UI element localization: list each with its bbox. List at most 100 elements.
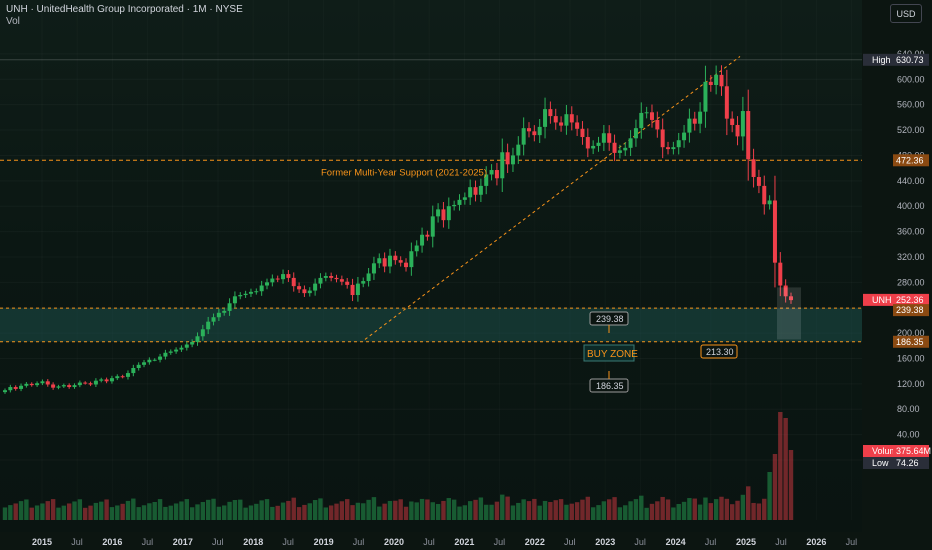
candle-body xyxy=(8,387,13,391)
time-axis-tick: Jul xyxy=(564,537,576,547)
volume-bar xyxy=(596,505,601,520)
candle-body xyxy=(639,112,644,129)
volume-bar xyxy=(772,454,778,520)
volume-bar xyxy=(612,497,617,520)
volume-bar xyxy=(296,507,302,520)
candle-body xyxy=(179,347,184,350)
candle-body xyxy=(532,131,537,136)
time-axis-tick: 2023 xyxy=(595,537,615,547)
volume-bar xyxy=(131,498,136,520)
price-scale-tick: 400.00 xyxy=(897,201,925,211)
volume-bar xyxy=(639,495,644,520)
volume-bar xyxy=(553,500,558,520)
zone-top-value: 239.38 xyxy=(896,305,924,315)
volume-bar xyxy=(152,502,157,520)
candle-body xyxy=(420,234,425,246)
volume-bar xyxy=(425,499,430,520)
volume-bar xyxy=(216,506,222,520)
candle-body xyxy=(425,234,430,237)
volume-bar xyxy=(687,498,692,520)
price-scale-tick: 80.00 xyxy=(897,404,920,414)
candle-body xyxy=(404,262,409,268)
time-axis-background xyxy=(0,532,932,550)
volume-bar xyxy=(280,502,286,520)
volume-bar xyxy=(505,496,510,520)
volume-bar xyxy=(371,497,377,520)
candle-body xyxy=(323,275,328,278)
candle-body xyxy=(591,145,596,149)
volume-bar xyxy=(548,502,553,520)
volume-bar xyxy=(451,499,457,520)
volume-bar xyxy=(382,503,387,520)
volume-legend-label: Vol xyxy=(6,16,20,27)
candle-body xyxy=(623,147,628,151)
volume-bar xyxy=(633,499,639,520)
candle-body xyxy=(270,278,275,283)
candle-body xyxy=(67,385,72,388)
candle-body xyxy=(104,379,109,382)
volume-bar xyxy=(532,498,537,520)
candle-body xyxy=(211,317,216,322)
candle-body xyxy=(457,199,462,205)
volume-bar xyxy=(542,500,548,520)
candle-body xyxy=(3,390,7,393)
candle-body xyxy=(612,142,617,153)
candle-body xyxy=(40,381,45,384)
volume-bar xyxy=(61,505,67,520)
volume-bar xyxy=(264,499,270,520)
time-axis-tick: 2017 xyxy=(173,537,193,547)
volume-bar xyxy=(173,503,179,520)
candle-body xyxy=(238,295,243,297)
candle-body xyxy=(430,216,435,237)
candle-body xyxy=(409,251,414,268)
candle-body xyxy=(494,170,499,179)
volume-bar xyxy=(115,505,120,520)
candle-body xyxy=(746,111,751,160)
candle-body xyxy=(136,364,141,368)
volume-bar xyxy=(526,501,532,520)
volume-bar xyxy=(136,507,141,520)
buy-zone-label: BUY ZONE xyxy=(587,349,638,360)
volume-bar xyxy=(762,498,767,520)
volume-bar xyxy=(703,497,708,520)
candle-body xyxy=(366,273,371,282)
price-scale-tick: 360.00 xyxy=(897,227,925,237)
high-label-tag xyxy=(863,53,893,66)
currency-button[interactable]: USD xyxy=(890,4,922,23)
volume-bar xyxy=(18,501,24,520)
volume-bar xyxy=(355,502,361,520)
candle-body xyxy=(698,111,703,124)
support-annotation: Former Multi-Year Support (2021-2025) xyxy=(321,167,487,178)
candle-body xyxy=(174,349,179,352)
volume-bar xyxy=(248,505,254,520)
candle-body xyxy=(537,126,542,136)
volume-bar xyxy=(467,501,473,520)
high-label: High xyxy=(872,55,891,65)
chart-title: UNH · UnitedHealth Group Incorporated · … xyxy=(6,4,243,15)
time-axis-tick: Jul xyxy=(634,537,646,547)
price-scale-tick: 520.00 xyxy=(897,125,925,135)
candle-body xyxy=(334,277,339,280)
price-scale-tick: 160.00 xyxy=(897,353,925,363)
candle-body xyxy=(714,74,719,86)
volume-bar xyxy=(93,502,99,520)
volume-bar xyxy=(291,497,296,520)
volume-bar xyxy=(660,496,665,520)
candle-body xyxy=(19,385,24,389)
zone-top-box-label: 239.38 xyxy=(596,314,624,324)
candle-body xyxy=(489,170,494,175)
volume-bar xyxy=(601,501,607,520)
volume-bar xyxy=(537,505,542,520)
time-axis-tick: 2026 xyxy=(806,537,826,547)
high-value-tag xyxy=(893,53,929,66)
volume-bar xyxy=(478,497,484,520)
volume-bar xyxy=(671,507,676,520)
time-axis-tick: 2018 xyxy=(243,537,263,547)
candle-body xyxy=(61,385,66,387)
candle-body xyxy=(93,380,98,385)
candle-body xyxy=(682,132,687,141)
price-scale-tick: 560.00 xyxy=(897,100,925,110)
volume-bar xyxy=(569,503,574,520)
candle-body xyxy=(500,152,505,179)
